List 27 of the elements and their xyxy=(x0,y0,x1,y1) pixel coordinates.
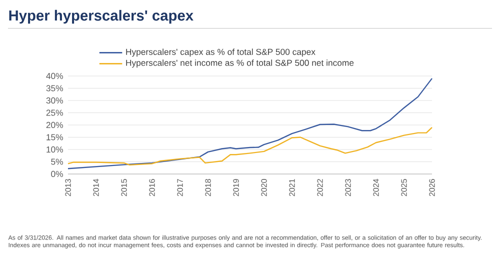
y-tick-label: 25% xyxy=(46,110,63,116)
x-tick-label: 2021 xyxy=(289,179,295,196)
x-tick-label: 2015 xyxy=(121,179,127,196)
legend-label: Hyperscalers' capex as % of total S&P 500 capex xyxy=(126,48,316,57)
x-tick-label: 2024 xyxy=(373,178,379,196)
x-tick-label: 2014 xyxy=(93,178,99,196)
y-tick-label: 20% xyxy=(46,122,63,128)
x-tick-label: 2013 xyxy=(65,179,71,196)
x-tick-label: 2026 xyxy=(429,179,435,196)
y-tick-label: 30% xyxy=(46,97,63,104)
x-tick-label: 2025 xyxy=(401,179,407,196)
legend-label: Hyperscalers' net income as % of total S&P 500 net income xyxy=(126,60,354,68)
x-tick-label: 2018 xyxy=(205,179,211,196)
y-tick-label: 0% xyxy=(51,170,63,178)
y-tick-label: 15% xyxy=(46,134,63,140)
x-tick-label: 2019 xyxy=(233,179,239,196)
y-tick-label: 35% xyxy=(46,85,63,92)
line-series xyxy=(67,126,433,166)
y-tick-label: 40% xyxy=(46,72,63,80)
chart-title: Hyper hyperscalers' capex xyxy=(9,10,194,24)
x-tick-label: 2022 xyxy=(317,179,323,196)
x-tick-label: 2017 xyxy=(177,179,183,196)
x-tick-label: 2020 xyxy=(261,179,267,196)
y-tick-label: 5% xyxy=(51,158,63,165)
y-tick-label: 10% xyxy=(46,146,63,153)
x-tick-label: 2016 xyxy=(149,179,155,196)
x-tick-label: 2023 xyxy=(345,179,351,196)
